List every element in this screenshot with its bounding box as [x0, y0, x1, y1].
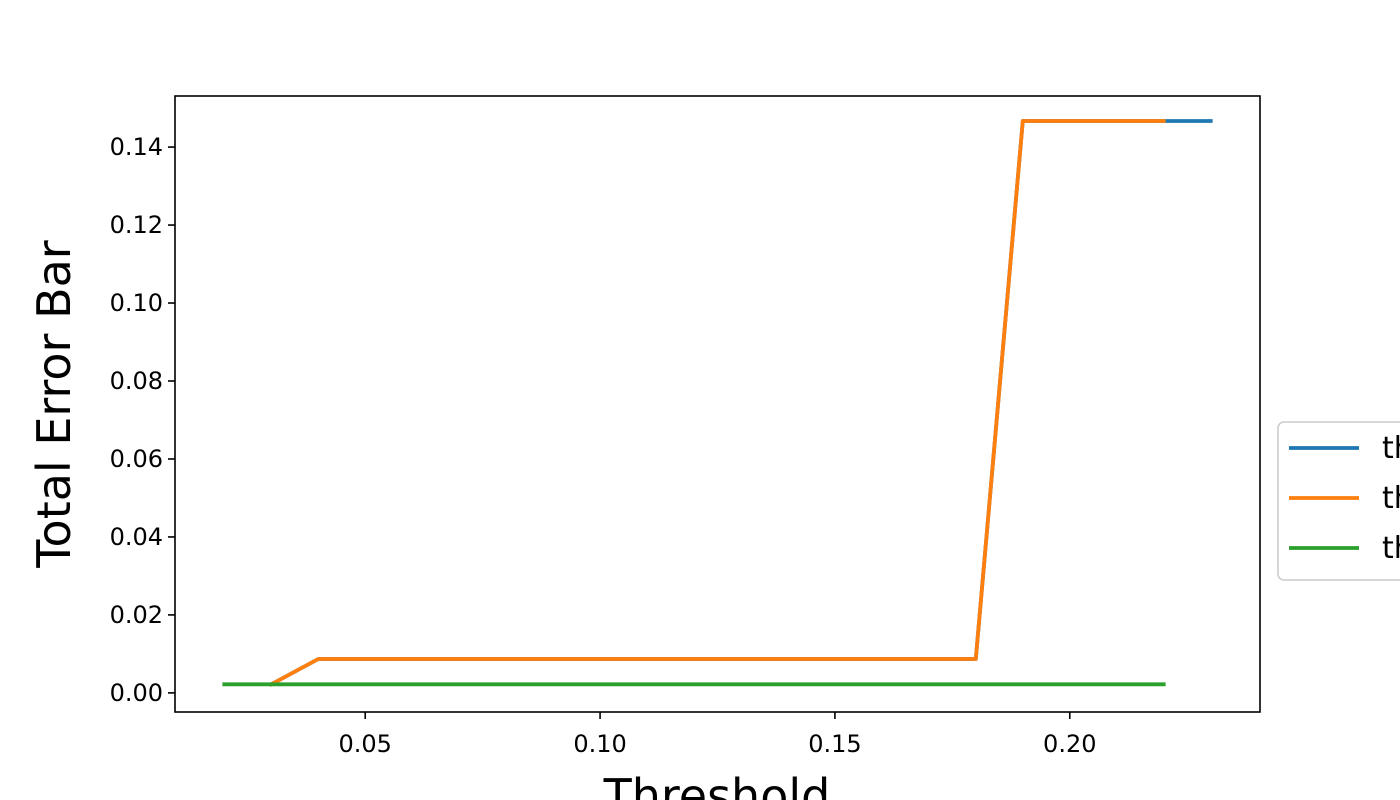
axes-frame: [174, 95, 1261, 713]
x-tick-label: 0.10: [573, 730, 626, 758]
x-tick-label: 0.15: [808, 730, 861, 758]
legend-label-1: th: [1382, 431, 1400, 466]
y-axis-ticks: 0.00 0.02 0.04 0.06 0.08 0.10 0.12 0.14: [110, 133, 175, 707]
y-tick-label: 0.06: [110, 445, 163, 473]
y-axis-label: Total Error Bar: [27, 240, 81, 569]
legend: th th th: [1277, 421, 1400, 581]
plot-lines: [222, 119, 1213, 687]
legend-frame: [1277, 421, 1400, 581]
x-axis-label: Threshold: [603, 769, 831, 800]
y-tick-label: 0.04: [110, 523, 163, 551]
x-tick-label: 0.20: [1043, 730, 1096, 758]
x-axis-ticks: 0.05 0.10 0.15 0.20: [339, 712, 1096, 758]
y-tick-label: 0.14: [110, 133, 163, 161]
series-line-2: [268, 119, 1166, 687]
x-tick-label: 0.05: [339, 730, 392, 758]
y-tick-label: 0.00: [110, 679, 163, 707]
legend-label-3: th: [1382, 531, 1400, 566]
y-tick-label: 0.12: [110, 211, 163, 239]
y-tick-label: 0.02: [110, 601, 163, 629]
y-tick-label: 0.10: [110, 289, 163, 317]
y-tick-label: 0.08: [110, 367, 163, 395]
legend-label-2: th: [1382, 481, 1400, 516]
legend-items: th th th: [1289, 431, 1400, 566]
